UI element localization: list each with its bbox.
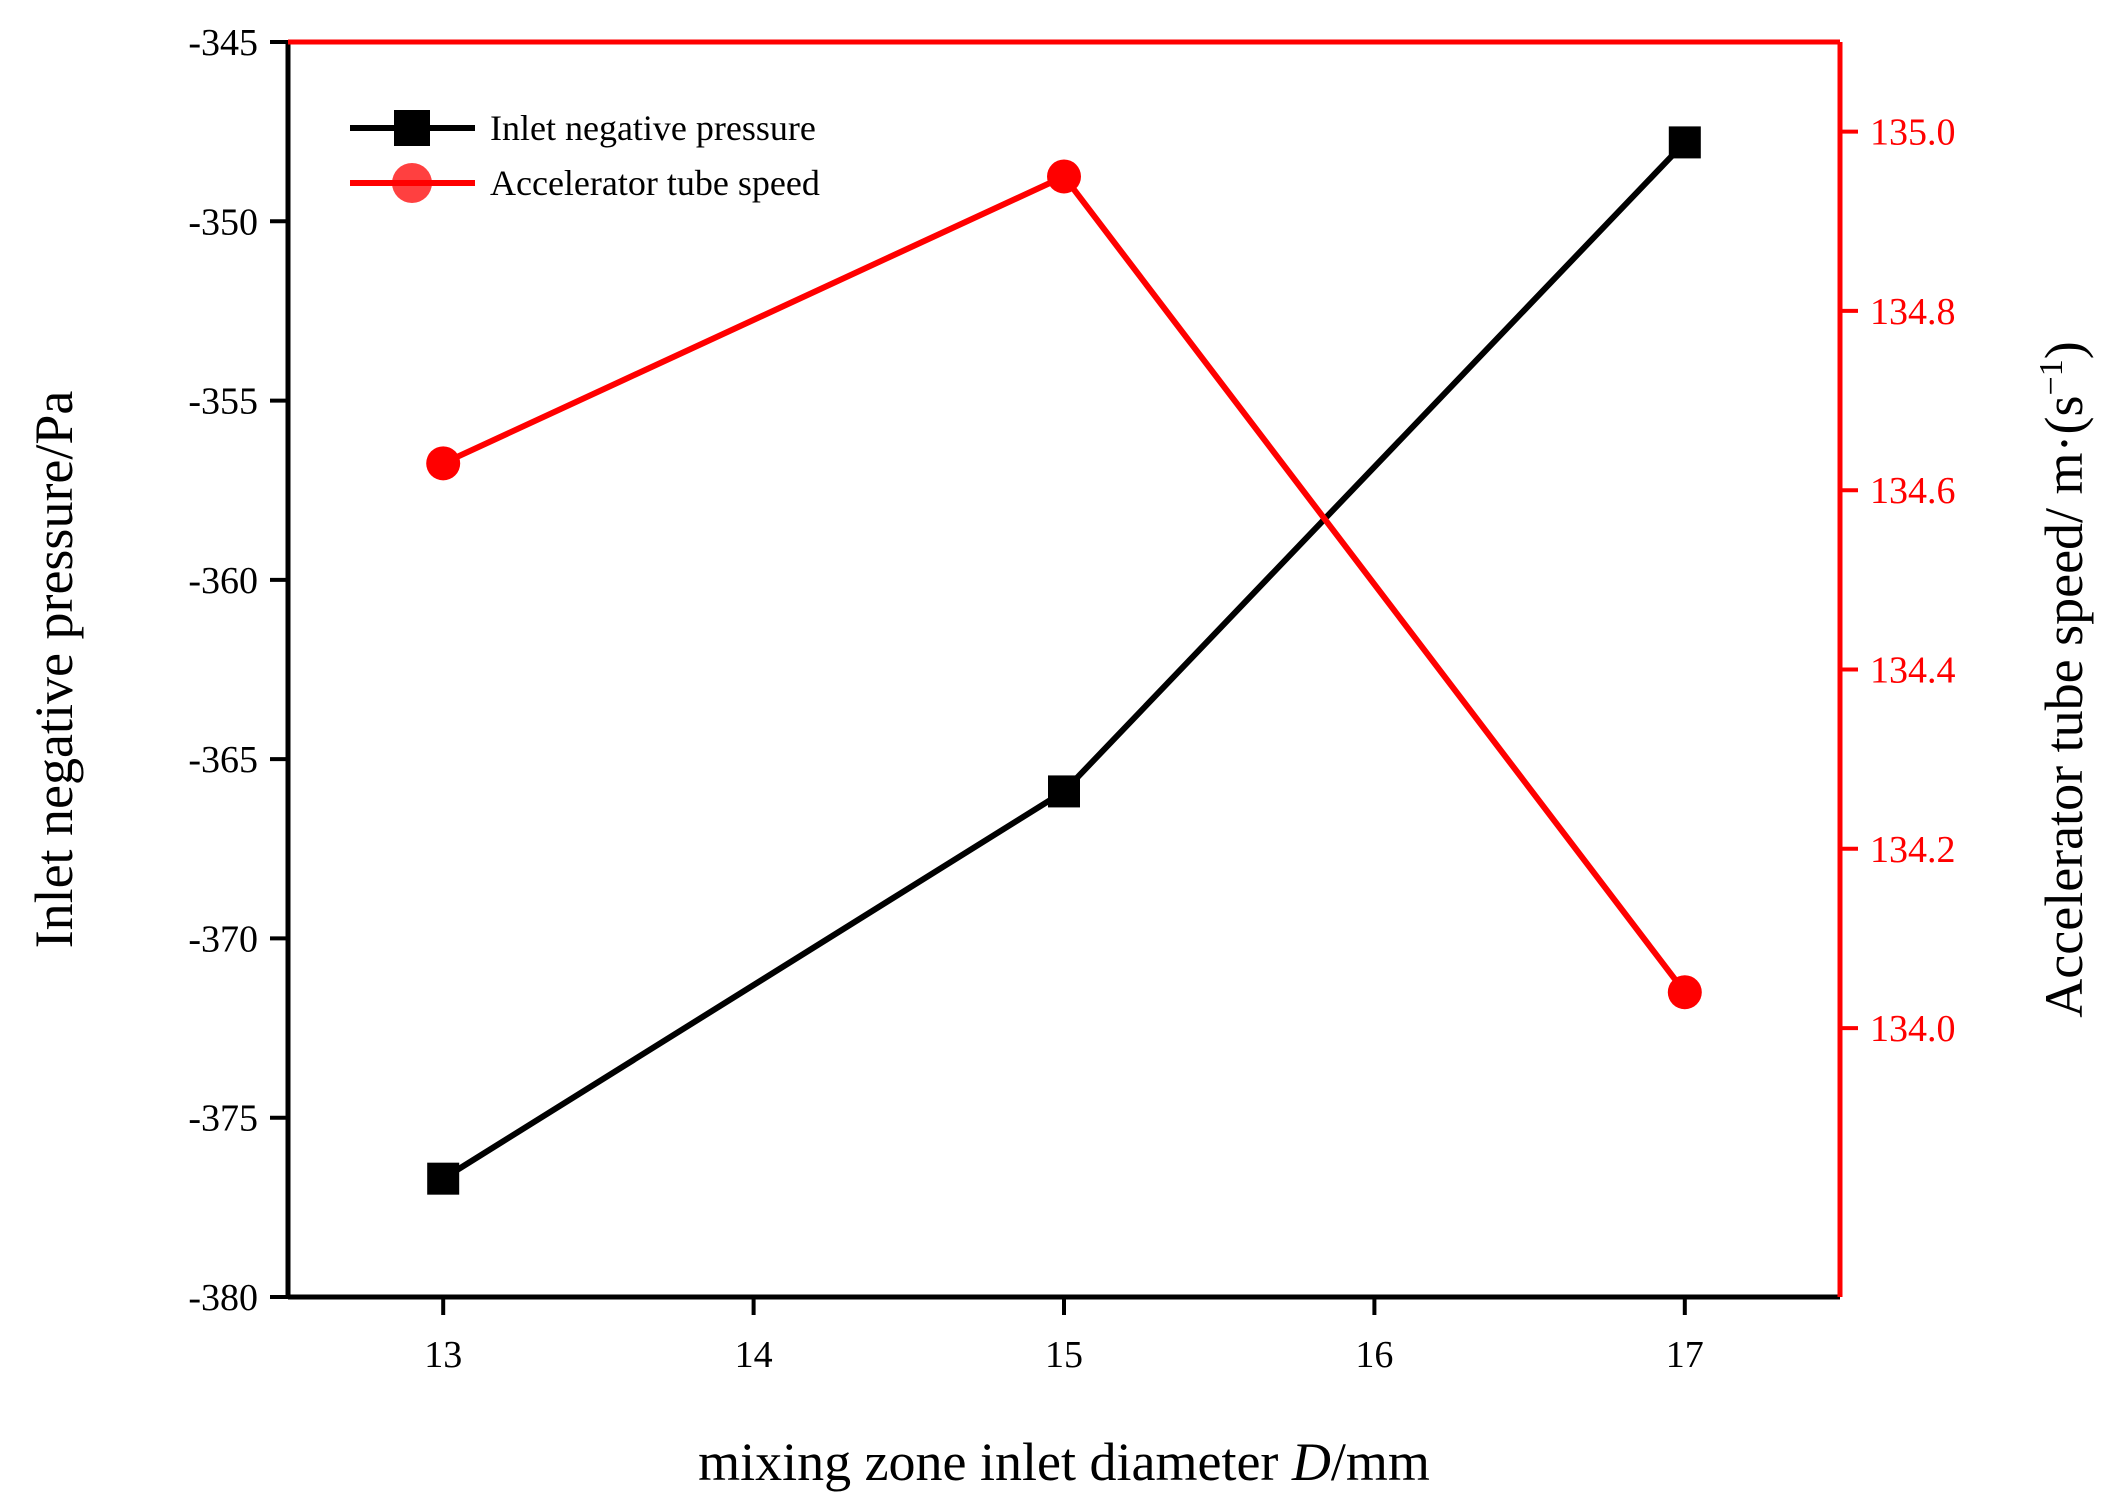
data-point-circle (1667, 975, 1702, 1010)
left-y-tick-label: -355 (188, 381, 258, 423)
right-y-tick-label: 134.2 (1870, 829, 1956, 871)
x-tick-label: 15 (1045, 1334, 1083, 1376)
right-y-tick-label: 134.4 (1870, 650, 1956, 692)
series-line-1 (441, 140, 1687, 1182)
left-y-tick-label: -375 (188, 1098, 258, 1140)
legend-label-2: Accelerator tube speed (490, 163, 820, 203)
x-tick-label: 13 (424, 1334, 462, 1376)
right-y-tick-label: 134.8 (1870, 291, 1956, 333)
legend-marker-circle (392, 163, 432, 203)
right-y-axis-title-main: Accelerator tube speed/ m·(s (2034, 395, 2094, 1017)
series-line-2 (441, 173, 1688, 995)
x-axis-title-prefix: mixing zone inlet diameter (698, 1432, 1292, 1492)
right-y-tick-label: 135.0 (1870, 112, 1956, 154)
data-point-circle (426, 446, 461, 481)
left-y-tick-label: -350 (188, 201, 258, 243)
right-y-tick-label: 134.0 (1870, 1008, 1956, 1050)
x-axis-title-unit: /mm (1331, 1432, 1430, 1492)
x-axis-title-variable: D (1291, 1432, 1331, 1492)
legend-label-1: Inlet negative pressure (490, 108, 816, 148)
right-y-axis-title-superscript: −1 (2033, 359, 2070, 395)
x-axis-title: mixing zone inlet diameter D/mm (698, 1432, 1430, 1492)
x-tick-label: 14 (735, 1334, 773, 1376)
left-y-axis-title: Inlet negative pressure/Pa (24, 391, 84, 949)
left-y-tick-label: -370 (188, 918, 258, 960)
data-point-circle (1047, 159, 1081, 194)
x-tick-label: 17 (1666, 1334, 1704, 1376)
legend-marker-square (394, 110, 430, 146)
data-point-square (427, 1162, 460, 1195)
left-y-tick-label: -380 (188, 1277, 258, 1319)
x-tick-label: 16 (1355, 1334, 1393, 1376)
right-y-axis-title-end: ) (2034, 341, 2094, 359)
left-y-tick-label: -360 (188, 560, 258, 602)
right-y-axis-title: Accelerator tube speed/ m·(s−1) (2033, 341, 2094, 1017)
left-y-tick-label: -365 (188, 739, 258, 781)
left-y-tick-label: -345 (188, 22, 258, 64)
data-point-square (1048, 775, 1080, 808)
data-point-square (1668, 126, 1701, 159)
right-y-tick-label: 134.6 (1870, 470, 1956, 512)
